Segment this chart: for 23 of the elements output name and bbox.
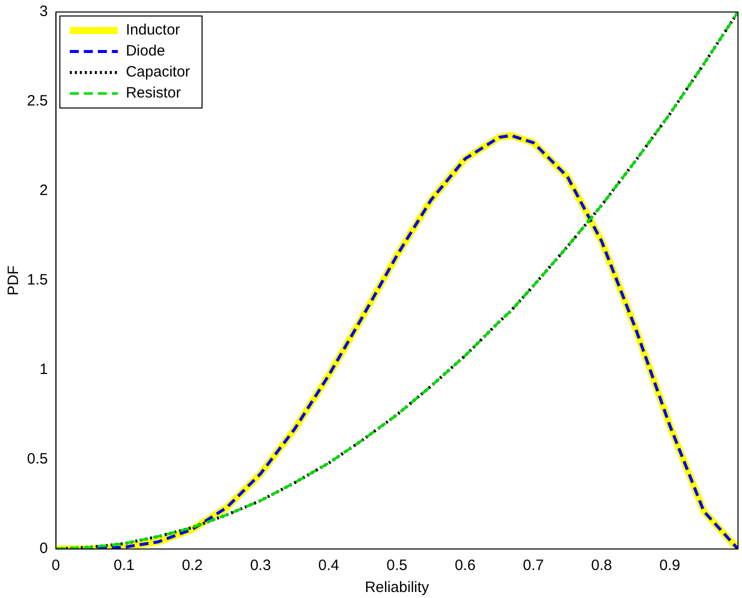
y-tick-label: 1.5 xyxy=(26,272,48,289)
x-tick-label: 0.6 xyxy=(454,557,476,574)
x-tick-label: 0 xyxy=(52,557,60,574)
x-tick-label: 0.1 xyxy=(114,557,134,574)
x-tick-label: 0.9 xyxy=(659,557,680,574)
legend-label: Resistor xyxy=(126,84,181,102)
x-tick-label: 0.4 xyxy=(318,557,340,574)
y-tick-label: 2.5 xyxy=(26,92,48,110)
x-tick-label: 0.7 xyxy=(522,557,544,574)
y-tick-label: 0.5 xyxy=(26,450,48,468)
y-tick-label: 1 xyxy=(40,361,48,378)
legend-label: Capacitor xyxy=(126,64,190,81)
x-tick-label: 0.2 xyxy=(182,557,203,574)
y-axis-title: PDF xyxy=(5,266,22,296)
legend-label: Inductor xyxy=(126,22,180,39)
x-axis-title: Reliability xyxy=(364,579,430,596)
legend-label: Diode xyxy=(126,42,166,60)
y-tick-label: 2 xyxy=(40,182,48,200)
x-tick-label: 0.3 xyxy=(250,557,271,574)
x-tick-label: 0.5 xyxy=(386,557,408,574)
y-tick-label: 3 xyxy=(40,3,48,20)
x-tick-label: 0.8 xyxy=(591,557,612,574)
y-tick-label: 0 xyxy=(40,540,48,558)
